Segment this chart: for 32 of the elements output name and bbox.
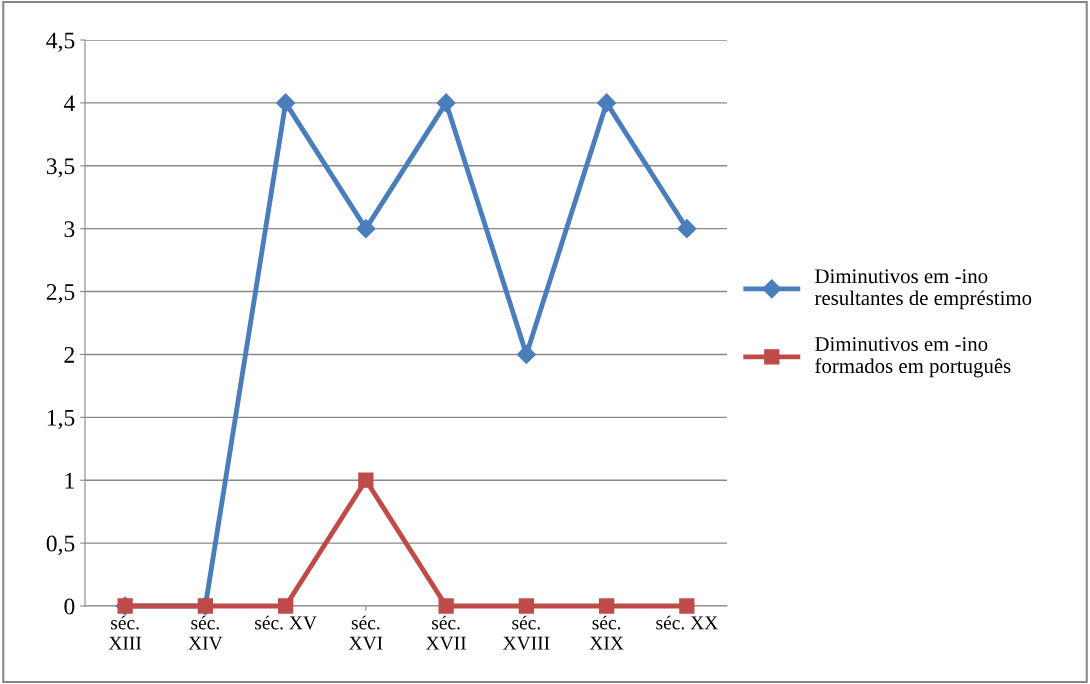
point bbox=[677, 219, 697, 239]
x-tick-label: séc. XV bbox=[255, 615, 317, 630]
y-tick-label: 4,5 bbox=[46, 32, 75, 52]
point bbox=[598, 598, 615, 614]
x-tick-label: séc. XIX bbox=[589, 615, 624, 650]
point bbox=[356, 219, 376, 239]
y-tick-label: 3,5 bbox=[46, 158, 75, 178]
y-tick-label: 0 bbox=[64, 598, 75, 615]
point bbox=[277, 598, 294, 614]
y-tick-label: 0,5 bbox=[46, 535, 75, 555]
y-tick-label: 1,5 bbox=[47, 409, 75, 430]
x-tick-label: séc. XX bbox=[656, 615, 718, 630]
point bbox=[597, 93, 617, 113]
legend-label: Diminutivos em -ino resultantes de empréstimo bbox=[814, 269, 1032, 310]
y-tick-label: 2,5 bbox=[46, 284, 75, 304]
point bbox=[516, 344, 536, 364]
x-tick-label: séc. XVI bbox=[349, 615, 383, 650]
y-tick-label: 4 bbox=[63, 95, 75, 112]
y-tick-label: 1 bbox=[65, 472, 74, 489]
point bbox=[438, 598, 454, 614]
x-tick-label: séc. XVII bbox=[426, 615, 466, 650]
point bbox=[436, 93, 456, 113]
x-tick-label: séc. XIII bbox=[108, 615, 142, 650]
y-tick-label: 2 bbox=[64, 347, 74, 363]
point bbox=[518, 598, 535, 614]
point bbox=[358, 472, 374, 488]
y-tick-label: 3 bbox=[64, 221, 75, 238]
point bbox=[679, 598, 695, 614]
legend-label: Diminutivos em -ino formados em português bbox=[815, 337, 1011, 378]
x-tick-label: séc. XIV bbox=[188, 615, 223, 650]
x-tick-label: séc. XVIII bbox=[503, 615, 550, 650]
point bbox=[276, 93, 296, 113]
